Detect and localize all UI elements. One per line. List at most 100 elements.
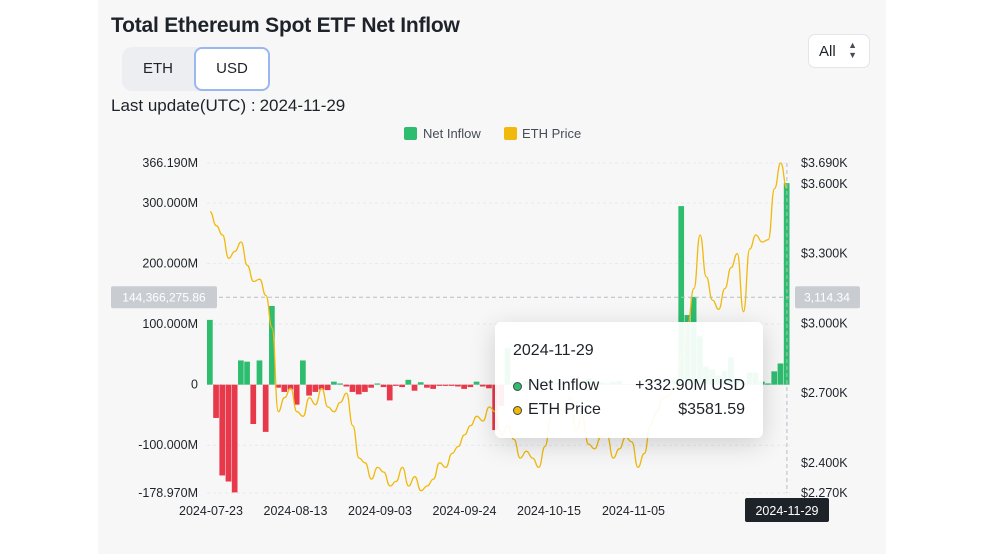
inflow-bar <box>430 384 436 389</box>
inflow-bar <box>448 384 455 386</box>
y-left-tick-label: 366.190M <box>142 156 198 170</box>
inflow-bar <box>473 381 480 385</box>
x-tick-label: 2024-08-13 <box>264 504 328 518</box>
tooltip-value: +332.90M USD <box>635 377 745 394</box>
y-left-tick-label: -100.000M <box>138 438 198 452</box>
crosshair-left-badge <box>111 286 217 309</box>
inflow-bar <box>250 384 257 425</box>
inflow-bar <box>213 384 219 418</box>
tooltip-row-net-inflow: Net Inflow +332.90M USD <box>513 374 745 398</box>
inflow-bar <box>238 360 244 385</box>
inflow-bar <box>455 384 461 387</box>
tooltip-row-eth-price: ETH Price $3581.59 <box>513 398 745 422</box>
inflow-bar <box>442 384 449 386</box>
legend: Net Inflow ETH Price <box>404 126 581 141</box>
inflow-bar <box>324 384 331 391</box>
inflow-bar <box>393 384 399 386</box>
inflow-bar <box>479 384 486 387</box>
y-left-tick-label: 200.000M <box>142 257 198 271</box>
inflow-bar <box>306 384 312 396</box>
x-tick-label: 2024-10-15 <box>517 504 581 518</box>
range-select[interactable]: All ▲ ▼ <box>808 34 870 68</box>
x-tick-label: 2024-11-05 <box>602 504 665 518</box>
y-left-tick-label: 0 <box>191 378 198 392</box>
inflow-bar <box>219 384 226 476</box>
inflow-bar <box>765 383 771 385</box>
y-left-tick-label: 100.000M <box>142 317 198 331</box>
inflow-bar <box>287 384 294 390</box>
inflow-bar <box>207 319 213 385</box>
inflow-bar <box>467 384 474 388</box>
tooltip-date: 2024-11-29 <box>513 342 594 359</box>
inflow-bar <box>300 360 306 385</box>
tooltip-label: ETH Price <box>528 401 601 418</box>
legend-label-eth-price: ETH Price <box>522 126 581 141</box>
inflow-bar <box>771 371 778 385</box>
inflow-bar <box>256 360 263 385</box>
x-axis: 2024-07-23 2024-08-13 2024-09-03 2024-09-24… <box>179 504 665 518</box>
chart-title: Total Ethereum Spot ETF Net Inflow <box>111 14 460 37</box>
legend-swatch-eth-price <box>504 127 517 140</box>
y-right-tick-label: $2.700K <box>801 386 848 400</box>
crosshair-date-badge <box>745 498 829 522</box>
legend-swatch-net-inflow <box>404 127 417 140</box>
tooltip-label: Net Inflow <box>528 377 600 394</box>
tooltip-value: $3581.59 <box>678 401 745 418</box>
inflow-bar <box>362 384 368 392</box>
crosshair-date: 2024-11-29 <box>755 504 818 518</box>
inflow-bar <box>281 384 288 392</box>
chevron-up-down-icon: ▲ ▼ <box>848 40 857 60</box>
y-right-tick-label: $3.600K <box>801 177 848 191</box>
inflow-bar <box>355 384 362 395</box>
inflow-bar <box>374 383 381 385</box>
inflow-bar <box>405 379 412 385</box>
last-update-label: Last update(UTC) : <box>111 96 256 115</box>
tooltip: 2024-11-29 Net Inflow +332.90M USD ETH P… <box>495 322 763 438</box>
y-left-tick-label: -178.970M <box>138 486 198 500</box>
inflow-bar <box>380 384 387 388</box>
inflow-bar <box>368 384 374 388</box>
inflow-bar <box>343 384 350 387</box>
inflow-bar <box>331 381 337 385</box>
inflow-bar <box>318 384 325 390</box>
y-left-tick-label: 300.000M <box>142 196 198 210</box>
inflow-bar <box>293 384 300 405</box>
crosshair-left-value: 144,366,275.86 <box>122 290 206 304</box>
crosshair-right-badge <box>795 286 860 309</box>
inflow-bar <box>424 384 430 388</box>
inflow-bar <box>337 383 343 385</box>
y-axis-right: $3.690K $3.600K $3.300K $3.000K $2.700K $2.40… <box>801 156 848 500</box>
y-right-tick-label: $3.000K <box>801 316 848 330</box>
x-tick-label: 2024-09-24 <box>433 504 497 518</box>
inflow-bar <box>486 384 492 389</box>
inflow-bar <box>275 384 281 388</box>
inflow-bar <box>262 384 269 432</box>
crosshair-right-value: 3,114.34 <box>804 290 850 304</box>
legend-label-net-inflow: Net Inflow <box>423 126 481 141</box>
x-tick-label: 2024-09-03 <box>348 504 412 518</box>
inflow-bar <box>349 384 356 392</box>
inflow-bar <box>461 384 467 389</box>
unit-toggle-usd[interactable]: USD <box>194 47 270 91</box>
inflow-bar <box>225 384 232 482</box>
inflow-bar <box>231 384 238 493</box>
crosshair: 144,366,275.86 3,114.34 2024-11-29 <box>111 163 860 522</box>
inflow-bar <box>777 363 784 385</box>
inflow-bar <box>244 361 250 385</box>
last-update-date: 2024-11-29 <box>259 96 346 115</box>
y-right-tick-label: $3.300K <box>801 247 848 261</box>
inflow-bar <box>386 384 393 401</box>
y-right-tick-label: $2.400K <box>801 456 848 470</box>
last-update: Last update(UTC) :2024-11-29 <box>111 96 345 116</box>
grid <box>207 162 790 494</box>
unit-toggle-eth[interactable]: ETH <box>143 60 173 77</box>
range-select-value: All <box>819 43 836 60</box>
inflow-bar <box>269 305 275 385</box>
inflow-bar <box>399 384 405 388</box>
inflow-bar <box>678 206 685 385</box>
net-inflow-dot-icon <box>513 381 522 391</box>
inflow-bar <box>417 382 424 385</box>
inflow-bar <box>436 384 443 386</box>
eth-price-dot-icon <box>513 405 522 415</box>
